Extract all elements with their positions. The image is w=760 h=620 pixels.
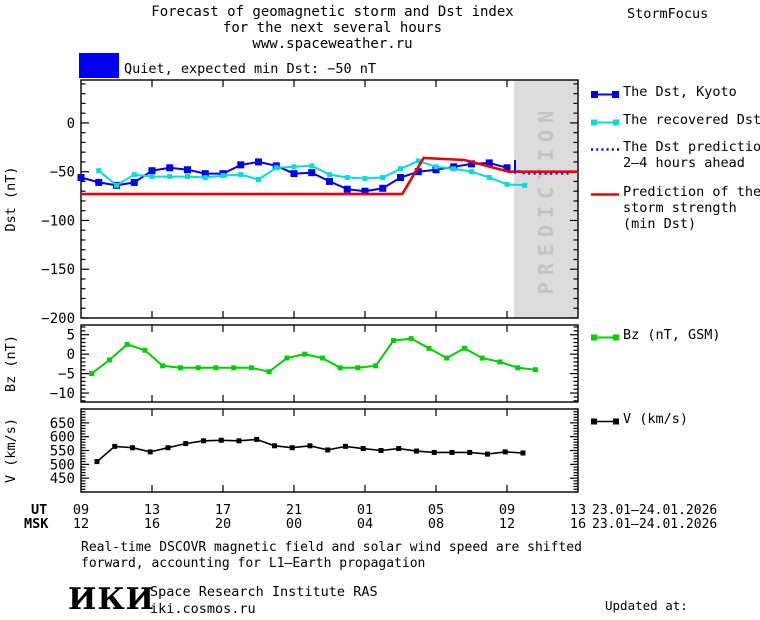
svg-text:12: 12	[73, 516, 89, 532]
legend-storm-line1: Prediction of the	[623, 184, 760, 200]
svg-text:17: 17	[215, 502, 231, 518]
v-ytick-label: 450	[50, 471, 75, 487]
bz-axis-label: Bz (nT)	[3, 335, 19, 392]
dst-series-1	[96, 158, 528, 188]
legend-item-storm-strength: Prediction of the storm strength (min Ds…	[591, 184, 760, 232]
legend-storm-line2: storm strength	[623, 200, 737, 216]
prediction-band	[514, 80, 578, 318]
svg-text:12: 12	[499, 516, 515, 532]
bz-ytick-label: 5	[67, 328, 75, 344]
v-series-0	[94, 436, 526, 465]
svg-text:09: 09	[73, 502, 89, 518]
svg-text:01: 01	[357, 502, 373, 518]
dst-kyoto-line-icon	[591, 87, 619, 103]
status-color-swatch	[79, 53, 119, 78]
status-text: Quiet, expected min Dst: −50 nT	[124, 61, 376, 77]
legend-prediction-line2: 2–4 hours ahead	[623, 155, 745, 171]
dst-series-3	[81, 156, 578, 196]
footer-note: Real-time DSCOVR magnetic field and sola…	[81, 540, 582, 572]
title-line2: for the next several hours	[222, 20, 443, 36]
svg-text:04: 04	[357, 516, 373, 532]
recovered-line-icon	[591, 115, 619, 131]
prediction-dotted-line-icon	[591, 142, 619, 171]
svg-text:05: 05	[428, 502, 444, 518]
v-ytick-label: 550	[50, 444, 75, 460]
bz-line-icon	[591, 330, 619, 346]
legend-label-prediction: The Dst prediction 2–4 hours ahead	[623, 139, 760, 171]
dst-ytick-label: −100	[41, 213, 75, 229]
updated-label: Updated at:	[605, 598, 688, 613]
svg-text:16: 16	[570, 516, 586, 532]
svg-text:08: 08	[428, 516, 444, 532]
svg-text:MSK: MSK	[24, 516, 49, 532]
legend-label-bz: Bz (nT, GSM)	[623, 327, 721, 343]
title-line1: Forecast of geomagnetic storm and Dst in…	[151, 4, 514, 20]
dst-ytick-label: −50	[50, 165, 75, 181]
dst-panel: PREDICTION 0 −50 −100 −150 −200 Dst (nT)	[3, 79, 579, 327]
brand-logo-text: StormFocus	[627, 6, 709, 22]
bz-ytick-label: −10	[50, 386, 75, 402]
bz-frame	[80, 324, 579, 403]
updated-block: Updated at: UT 09:05, 24.01.2026 MSK 12:…	[605, 566, 760, 620]
legend-item-dst-kyoto: The Dst, Kyoto	[591, 84, 737, 103]
svg-text:20: 20	[215, 516, 231, 532]
dst-ytick-label: −200	[41, 311, 75, 327]
v-axis-label: V (km/s)	[3, 418, 19, 483]
legend-label-recovered: The recovered Dst	[623, 112, 760, 128]
dst-axis-label: Dst (nT)	[3, 166, 19, 231]
site-url: www.spaceweather.ru	[252, 36, 413, 52]
msk-date-range: 23.01–24.01.2026	[592, 517, 717, 532]
bz-series-0	[89, 336, 538, 377]
svg-text:UT: UT	[31, 502, 47, 518]
svg-text:16: 16	[144, 516, 160, 532]
prediction-band-label: PREDICTION	[534, 104, 558, 294]
bz-panel: 5 0 −5 −10 Bz (nT)	[3, 324, 579, 403]
dst-frame	[80, 79, 579, 319]
ut-date-range: 23.01–24.01.2026	[592, 503, 717, 518]
svg-text:09: 09	[499, 502, 515, 518]
page-title: Forecast of geomagnetic storm and Dst in…	[85, 4, 580, 52]
dst-series-0	[77, 158, 511, 195]
institute-name: Space Research Institute RAS	[150, 584, 378, 600]
legend-label-v: V (km/s)	[623, 411, 689, 427]
legend-label-storm-strength: Prediction of the storm strength (min Ds…	[623, 184, 760, 232]
institute-block: Space Research Institute RAS iki.cosmos.…	[150, 584, 378, 618]
legend-item-v: V (km/s)	[591, 411, 688, 430]
legend-label-dst-kyoto: The Dst, Kyoto	[623, 84, 737, 100]
bz-ytick-label: 0	[67, 347, 75, 363]
legend-item-prediction: The Dst prediction 2–4 hours ahead	[591, 139, 760, 171]
v-ytick-label: 500	[50, 457, 75, 473]
legend-prediction-line1: The Dst prediction	[623, 139, 760, 155]
footer-note-line1: Real-time DSCOVR magnetic field and sola…	[81, 540, 582, 555]
svg-text:13: 13	[570, 502, 586, 518]
dst-ytick-label: −150	[41, 262, 75, 278]
legend-storm-line3: (min Dst)	[623, 216, 697, 232]
bz-ytick-label: −5	[58, 367, 75, 383]
dst-ytick-label: 0	[67, 116, 75, 132]
svg-text:00: 00	[286, 516, 302, 532]
storm-strength-line-icon	[591, 187, 619, 232]
legend-item-bz: Bz (nT, GSM)	[591, 327, 721, 346]
v-line-icon	[591, 414, 619, 430]
svg-text:13: 13	[144, 502, 160, 518]
v-ytick-label: 650	[50, 416, 75, 432]
iki-logo: ИКИ	[68, 582, 155, 617]
legend-item-recovered: The recovered Dst	[591, 112, 760, 131]
footer-note-line2: forward, accounting for L1–Earth propaga…	[81, 556, 426, 571]
institute-url: iki.cosmos.ru	[150, 601, 256, 617]
svg-text:21: 21	[286, 502, 302, 518]
v-ytick-label: 600	[50, 430, 75, 446]
